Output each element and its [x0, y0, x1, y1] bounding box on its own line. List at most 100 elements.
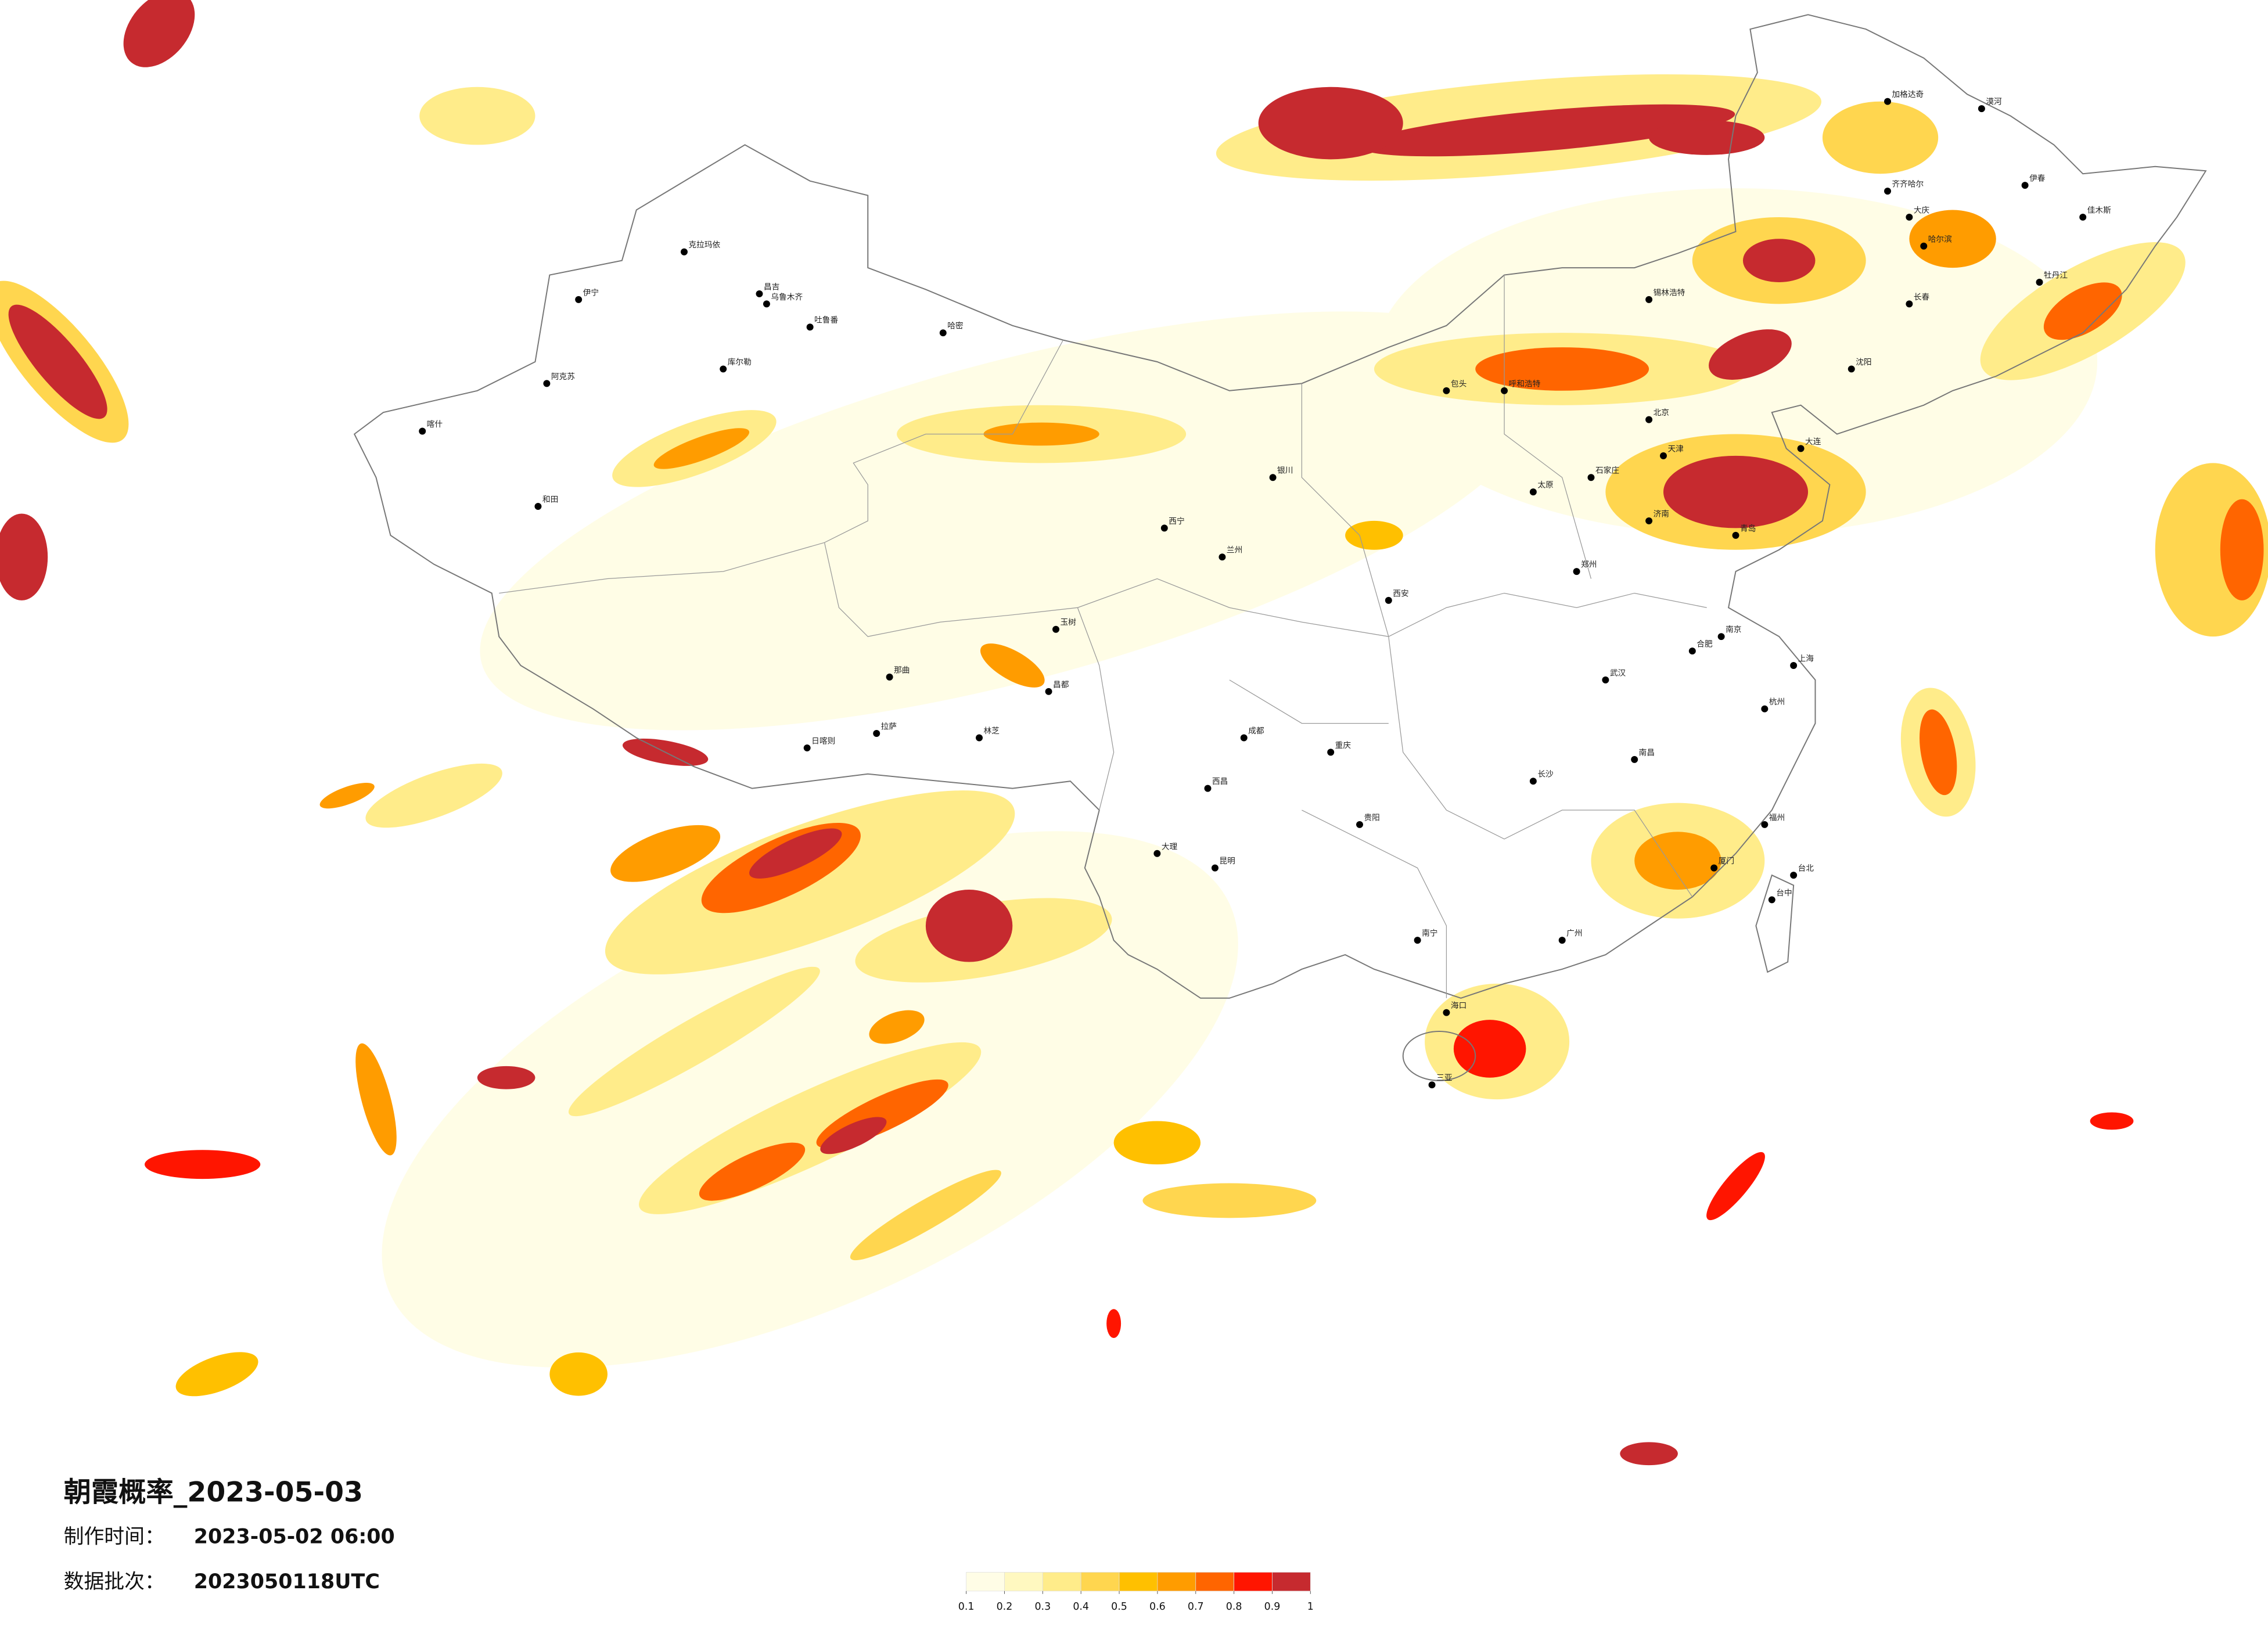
city-dot [756, 290, 763, 297]
city-label: 济南 [1654, 509, 1669, 519]
probability-area [568, 966, 820, 1117]
city-label: 西昌 [1212, 777, 1228, 786]
city-label: 阿克苏 [551, 372, 575, 382]
city-label: 昌吉 [764, 282, 779, 292]
province-border [499, 275, 1707, 998]
probability-area [610, 825, 721, 882]
city-dot [1761, 705, 1769, 713]
city-dot [886, 673, 893, 681]
probability-area [1709, 329, 1792, 380]
legend-swatch [966, 1572, 1005, 1592]
city-label: 伊宁 [583, 287, 599, 297]
probability-area [2043, 282, 2122, 340]
probability-area [365, 763, 502, 828]
city-dot [1920, 242, 1928, 250]
legend-tick-label: 0.1 [958, 1601, 975, 1613]
city-label: 太原 [1537, 481, 1553, 490]
city-label: 大庆 [1914, 206, 1930, 215]
city-label: 昆明 [1219, 857, 1235, 866]
city-label: 贵阳 [1364, 813, 1379, 822]
probability-area [1142, 1183, 1317, 1218]
city-label: 齐齐哈尔 [1892, 180, 1924, 189]
title: 朝霞概率_2023-05-03 [64, 1476, 363, 1508]
legend-tick-label: 1 [1307, 1601, 1314, 1613]
city-label: 南昌 [1639, 748, 1655, 757]
city-label: 广州 [1566, 929, 1582, 938]
probability-area [1663, 455, 1809, 528]
city-dot [1204, 785, 1212, 792]
city-label: 日喀则 [811, 736, 835, 746]
city-dot [1717, 633, 1725, 641]
city-label: 厦门 [1719, 857, 1734, 866]
city-label: 长沙 [1537, 770, 1554, 779]
city-label: 天津 [1667, 444, 1684, 454]
city-dot [1906, 213, 1913, 221]
probability-area [1113, 1121, 1201, 1165]
city-dot [1645, 296, 1653, 303]
city-dot [1443, 1009, 1450, 1016]
city-dot [1356, 821, 1363, 828]
city-dot [1906, 300, 1913, 308]
hainan [1402, 1031, 1476, 1081]
city-label: 北京 [1654, 408, 1669, 418]
city-label: 长春 [1914, 293, 1930, 302]
probability-area [145, 1150, 261, 1179]
legend-swatch [1157, 1572, 1196, 1592]
probability-area [1475, 347, 1649, 391]
city-label: 三亚 [1436, 1074, 1453, 1083]
taiwan [1755, 874, 1795, 973]
city-dot [1660, 452, 1667, 459]
city-dot [2036, 279, 2043, 286]
city-dot [1797, 445, 1805, 452]
probability-area [549, 1352, 608, 1396]
city-dot [806, 323, 814, 331]
probability-area [1453, 1020, 1526, 1078]
city-dot [1790, 872, 1798, 879]
legend-tick-label: 0.5 [1111, 1601, 1127, 1613]
city-dot [1240, 734, 1248, 742]
probability-area [1620, 1442, 1678, 1466]
city-dot [1269, 474, 1277, 481]
legend-swatch [1195, 1572, 1234, 1592]
city-dot [1385, 596, 1392, 604]
city-label: 福州 [1769, 813, 1785, 822]
city-dot [1587, 474, 1595, 481]
city-label: 漠河 [1986, 98, 2002, 107]
city-dot [419, 427, 426, 435]
city-label: 南宁 [1422, 929, 1437, 938]
batch: 2023050118UTC [194, 1570, 380, 1593]
probability-area [355, 1043, 397, 1156]
probability-area [1345, 520, 1403, 550]
city-dot [1211, 864, 1219, 872]
city-dot [1884, 188, 1891, 195]
city-dot [1501, 387, 1508, 394]
probability-area [925, 889, 1013, 962]
probability-area [477, 1066, 535, 1089]
city-label: 伊春 [2029, 174, 2046, 184]
probability-area [869, 1010, 925, 1044]
city-label: 台北 [1798, 864, 1814, 873]
production-time: 2023-05-02 06:00 [194, 1526, 395, 1549]
probability-area [850, 1170, 1001, 1261]
probability-area [2220, 499, 2264, 600]
probability-area [1742, 239, 1816, 283]
probability-area [653, 428, 750, 469]
city-dot [1768, 896, 1775, 904]
city-label: 银川 [1277, 466, 1293, 476]
probability-field [0, 0, 2268, 1466]
legend-tick-label: 0.7 [1188, 1601, 1204, 1613]
city-label: 海口 [1451, 1001, 1467, 1010]
probability-area [1706, 1152, 1765, 1221]
city-dot [1443, 387, 1450, 394]
probability-area [980, 643, 1045, 688]
city-label: 吐鲁番 [814, 316, 838, 325]
city-dot [1848, 365, 1855, 373]
city-label: 南京 [1726, 625, 1741, 635]
legend-swatch [1119, 1572, 1158, 1592]
color-legend: 0.1 0.2 0.3 0.4 0.5 0.6 0.7 0.8 0.9 1 [958, 1572, 1314, 1613]
city-label: 牡丹江 [2044, 271, 2068, 280]
city-dot [1884, 98, 1891, 105]
city-label: 林芝 [983, 726, 1000, 736]
city-label: 和田 [542, 495, 558, 505]
